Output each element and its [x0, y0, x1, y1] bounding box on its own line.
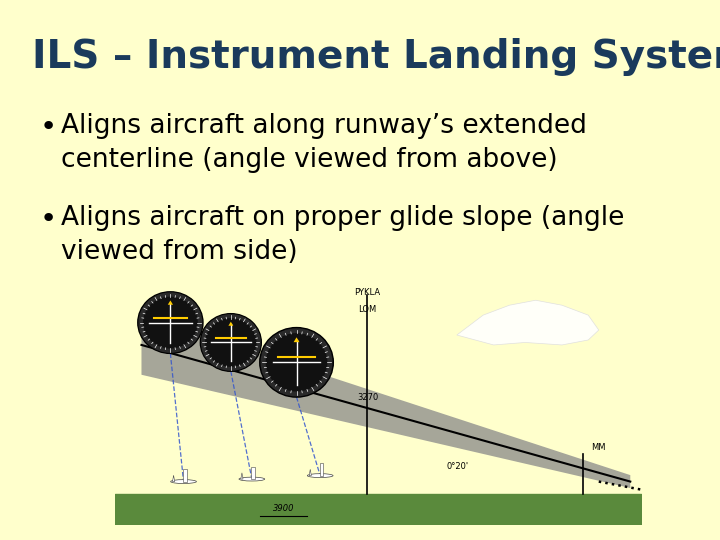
Text: 3270: 3270 — [357, 393, 378, 402]
Ellipse shape — [239, 477, 265, 481]
Polygon shape — [141, 315, 630, 488]
Polygon shape — [240, 473, 243, 479]
Text: 0°20': 0°20' — [446, 462, 469, 471]
FancyArrow shape — [251, 467, 255, 479]
Polygon shape — [456, 300, 599, 345]
Polygon shape — [173, 475, 175, 482]
Polygon shape — [228, 322, 233, 326]
Text: 3900: 3900 — [273, 504, 294, 514]
Text: Aligns aircraft on proper glide slope (angle
viewed from side): Aligns aircraft on proper glide slope (a… — [61, 205, 624, 265]
Text: •: • — [40, 205, 57, 233]
Ellipse shape — [307, 474, 333, 477]
FancyArrow shape — [183, 469, 186, 482]
Circle shape — [206, 319, 256, 366]
Text: ILS – Instrument Landing System: ILS – Instrument Landing System — [32, 38, 720, 76]
Polygon shape — [294, 338, 300, 342]
Text: Aligns aircraft along runway’s extended
centerline (angle viewed from above): Aligns aircraft along runway’s extended … — [61, 113, 587, 173]
Polygon shape — [309, 469, 311, 476]
Polygon shape — [168, 300, 173, 305]
Text: LOM: LOM — [359, 305, 377, 314]
Circle shape — [138, 292, 203, 353]
Circle shape — [266, 334, 327, 391]
Text: MM: MM — [591, 443, 606, 452]
Circle shape — [139, 293, 202, 352]
FancyArrow shape — [320, 463, 323, 476]
Text: PYKLA: PYKLA — [354, 288, 381, 297]
Circle shape — [200, 314, 261, 372]
Text: •: • — [40, 113, 57, 141]
Circle shape — [261, 329, 332, 396]
Circle shape — [202, 315, 260, 370]
Circle shape — [144, 298, 197, 348]
Circle shape — [260, 328, 333, 397]
Ellipse shape — [171, 480, 197, 483]
